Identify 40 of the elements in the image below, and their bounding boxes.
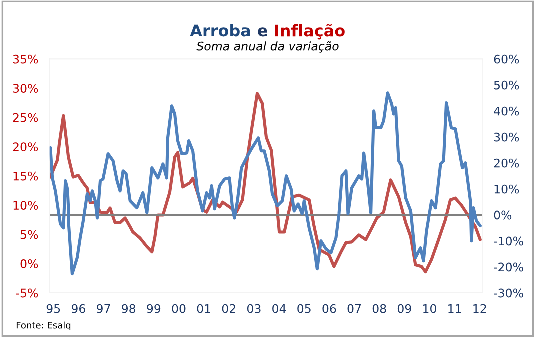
source-note: Fonte: Esalq: [16, 322, 71, 331]
x-tick-label: 04: [272, 304, 286, 314]
chart-title: Arroba e Inflação: [190, 24, 345, 40]
y-tick-label: 5%: [20, 230, 38, 240]
y2-tick-label: -30%: [494, 288, 524, 298]
y2-tick-label: 50%: [494, 80, 520, 90]
y2-tick-label: -20%: [494, 262, 524, 272]
y-tick-label: 0%: [20, 260, 38, 268]
x-tick-label: 96: [72, 304, 86, 314]
y-tick-label: 30%: [13, 84, 38, 94]
x-tick-label: 97: [96, 304, 110, 314]
y-tick-label: 35%: [13, 54, 38, 64]
y2-tick-label: -10%: [494, 236, 524, 246]
x-tick-label: 10: [424, 304, 436, 314]
y-tick-label: -5%: [16, 288, 38, 298]
y2-tick-label: 60%: [494, 54, 520, 64]
x-tick-label: 05: [298, 304, 311, 314]
chart-subtitle: Soma anual da variação: [196, 41, 339, 53]
y2-tick-label: 20%: [494, 158, 520, 168]
y2-tick-label: 30%: [494, 132, 520, 142]
y-tick-label: 20%: [13, 142, 38, 152]
y2-tick-label: 40%: [494, 106, 520, 116]
x-tick-label: 95: [46, 304, 60, 314]
y2-tick-label: 10%: [494, 184, 520, 194]
x-tick-label: 03: [247, 304, 261, 314]
y2-tick-label: 0%: [494, 210, 512, 220]
y-tick-label: 15%: [14, 172, 38, 181]
x-tick-label: 12: [474, 304, 486, 314]
x-tick-label: 06: [322, 304, 336, 314]
x-tick-label: 02: [222, 304, 236, 314]
x-tick-label: 09: [398, 304, 412, 314]
x-tick-label: 00: [172, 304, 186, 314]
x-tick-label: 99: [147, 304, 161, 314]
x-tick-label: 01: [197, 304, 210, 314]
y-tick-label: 10%: [14, 201, 38, 210]
x-tick-label: 11: [448, 304, 462, 314]
x-tick-label: 07: [348, 304, 362, 314]
x-tick-label: 08: [372, 304, 386, 314]
y-tick-label: 25%: [13, 113, 38, 122]
x-tick-label: 98: [122, 304, 136, 314]
